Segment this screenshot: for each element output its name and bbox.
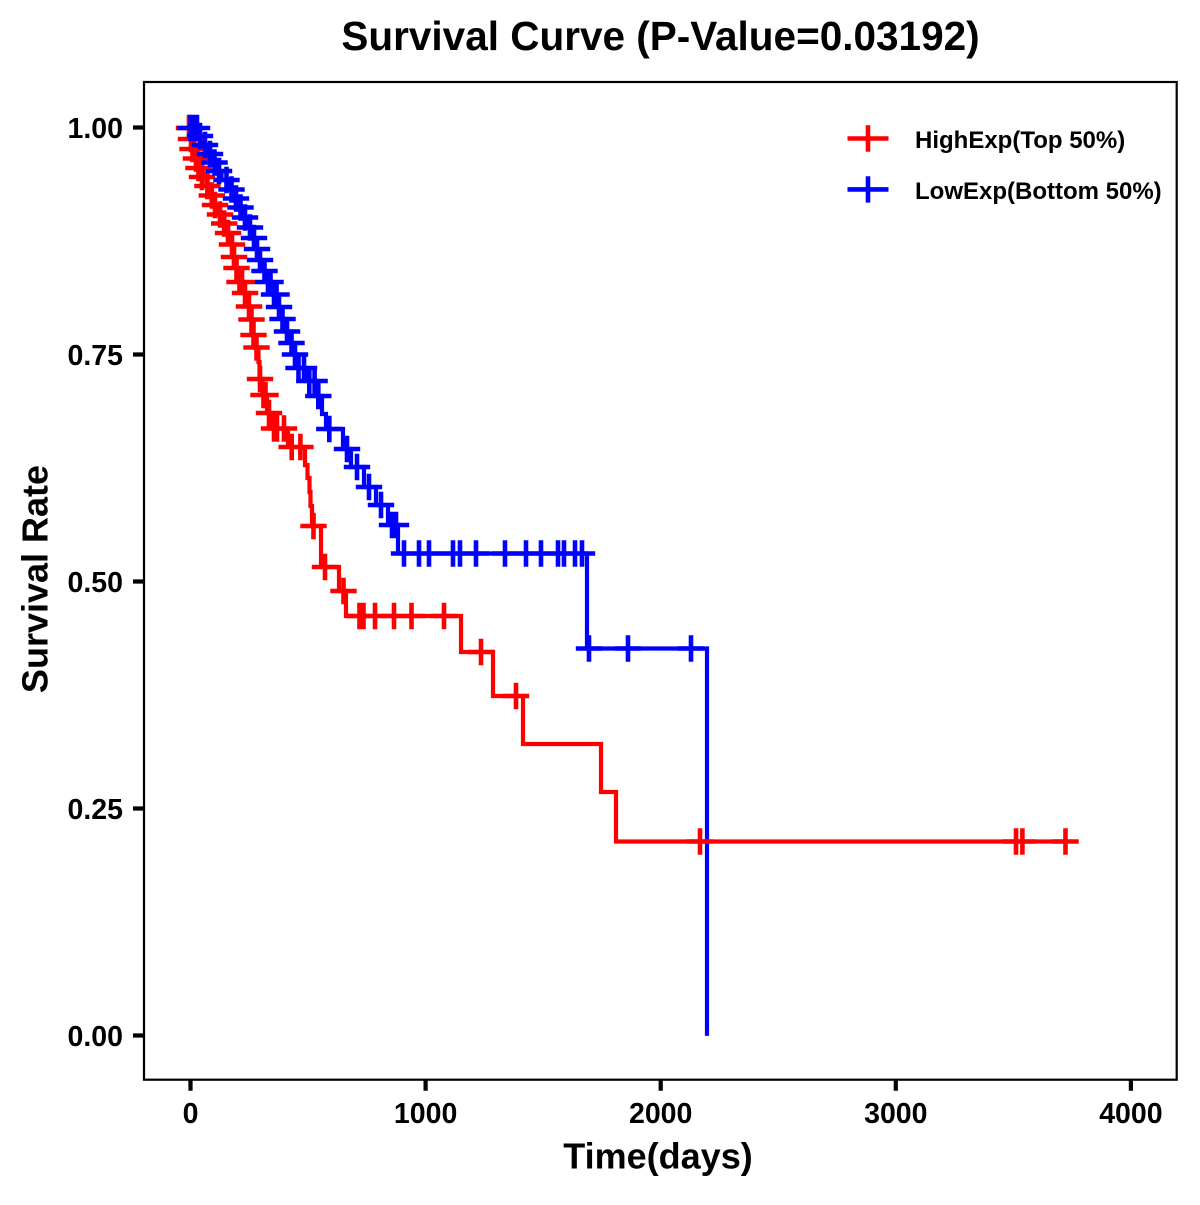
svg-text:0.25: 0.25 — [68, 794, 124, 826]
svg-text:Time(days): Time(days) — [563, 1136, 752, 1177]
svg-text:4000: 4000 — [1099, 1098, 1162, 1130]
svg-text:1.00: 1.00 — [68, 113, 123, 145]
svg-text:HighExp(Top 50%): HighExp(Top 50%) — [915, 127, 1125, 154]
svg-text:0.00: 0.00 — [68, 1021, 123, 1053]
svg-text:Survival Rate: Survival Rate — [15, 465, 56, 693]
svg-text:2000: 2000 — [629, 1098, 692, 1130]
svg-text:0.75: 0.75 — [68, 340, 124, 372]
svg-text:LowExp(Bottom 50%): LowExp(Bottom 50%) — [915, 178, 1162, 205]
svg-text:0.50: 0.50 — [68, 567, 123, 599]
svg-text:3000: 3000 — [864, 1098, 927, 1130]
svg-text:Survival Curve (P-Value=0.0319: Survival Curve (P-Value=0.03192) — [341, 13, 979, 59]
svg-text:0: 0 — [183, 1098, 199, 1130]
svg-text:1000: 1000 — [394, 1098, 457, 1130]
